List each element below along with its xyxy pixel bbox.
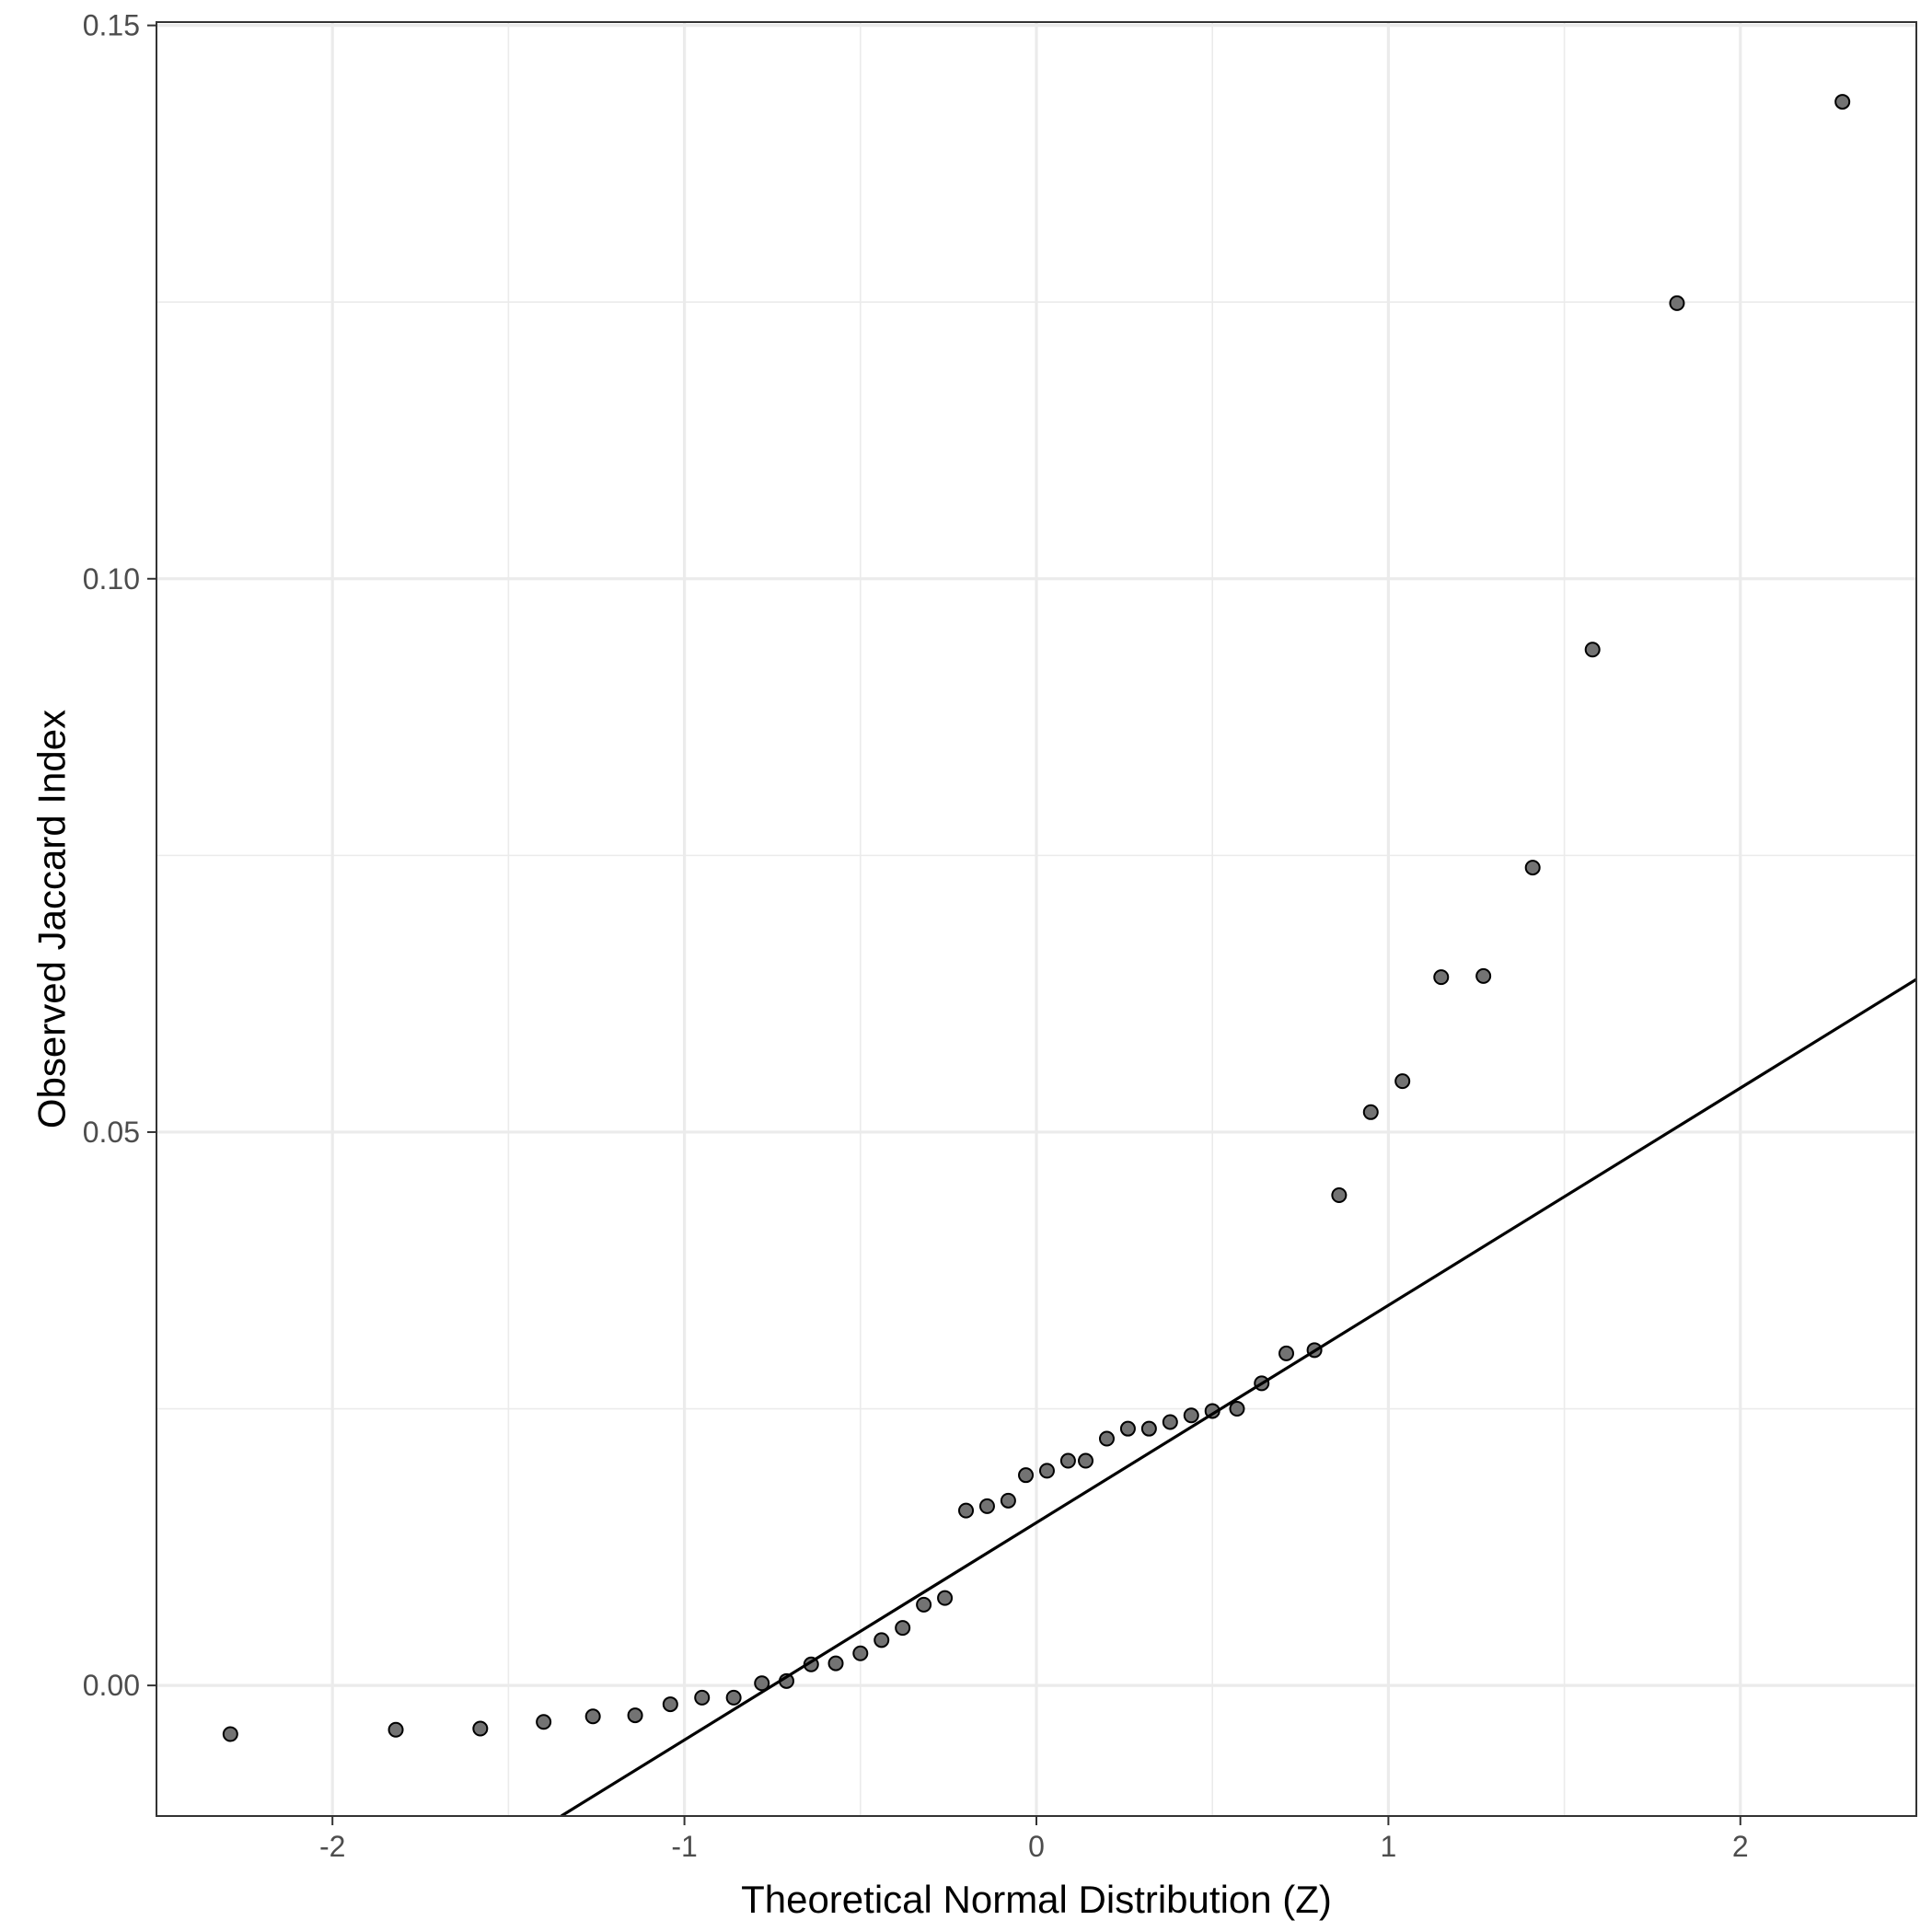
data-point bbox=[472, 1720, 489, 1737]
data-point bbox=[1362, 1104, 1379, 1120]
data-point bbox=[1394, 1073, 1411, 1090]
data-point bbox=[1098, 1430, 1115, 1447]
data-point bbox=[536, 1714, 552, 1730]
data-point bbox=[827, 1655, 844, 1672]
plot-area bbox=[222, 94, 1916, 1816]
data-point bbox=[754, 1675, 770, 1692]
reference-line bbox=[560, 978, 1916, 1816]
data-point bbox=[1000, 1492, 1016, 1509]
x-axis-title: Theoretical Normal Distribution (Z) bbox=[741, 1878, 1332, 1921]
data-point bbox=[1433, 969, 1450, 986]
y-tick-label: 0.05 bbox=[83, 1116, 140, 1149]
data-point bbox=[895, 1620, 911, 1637]
data-point bbox=[1162, 1414, 1178, 1430]
y-tick-label: 0.15 bbox=[83, 9, 140, 42]
x-tick-label: 0 bbox=[1028, 1830, 1045, 1863]
y-tick-label: 0.00 bbox=[83, 1669, 140, 1702]
data-point bbox=[1140, 1420, 1157, 1437]
data-point bbox=[1834, 94, 1851, 110]
x-axis-ticks: -2 -1 0 1 2 bbox=[319, 1816, 1749, 1863]
data-point bbox=[725, 1689, 742, 1706]
data-point bbox=[1331, 1186, 1348, 1203]
data-point bbox=[662, 1696, 678, 1713]
data-point bbox=[1524, 860, 1541, 876]
y-axis-title: Observed Jaccard Index bbox=[30, 710, 74, 1128]
data-point bbox=[1229, 1401, 1245, 1417]
data-point bbox=[1584, 642, 1601, 658]
x-tick-label: -2 bbox=[319, 1830, 345, 1863]
data-point bbox=[627, 1707, 643, 1724]
data-point bbox=[584, 1708, 601, 1725]
y-tick-label: 0.10 bbox=[83, 562, 140, 596]
data-point bbox=[1059, 1452, 1076, 1469]
data-point bbox=[873, 1632, 890, 1649]
data-point bbox=[1038, 1463, 1055, 1479]
data-point bbox=[1078, 1452, 1094, 1469]
data-point bbox=[1669, 295, 1685, 311]
data-point bbox=[978, 1498, 995, 1514]
data-point bbox=[1278, 1345, 1295, 1361]
data-point bbox=[1119, 1420, 1136, 1437]
major-gridlines bbox=[156, 22, 1916, 1816]
data-point bbox=[1018, 1467, 1035, 1484]
data-point bbox=[852, 1645, 869, 1661]
x-tick-label: -1 bbox=[671, 1830, 697, 1863]
data-point bbox=[1183, 1407, 1199, 1424]
data-point bbox=[388, 1721, 404, 1738]
data-point bbox=[958, 1502, 975, 1519]
data-points bbox=[222, 94, 1851, 1742]
x-tick-label: 1 bbox=[1381, 1830, 1397, 1863]
x-tick-label: 2 bbox=[1732, 1830, 1749, 1863]
data-point bbox=[916, 1596, 932, 1613]
data-point bbox=[937, 1590, 954, 1606]
data-point bbox=[694, 1689, 711, 1706]
data-point bbox=[222, 1726, 238, 1742]
data-point bbox=[1475, 967, 1492, 984]
y-axis-ticks: 0.00 0.05 0.10 0.15 bbox=[83, 9, 156, 1702]
